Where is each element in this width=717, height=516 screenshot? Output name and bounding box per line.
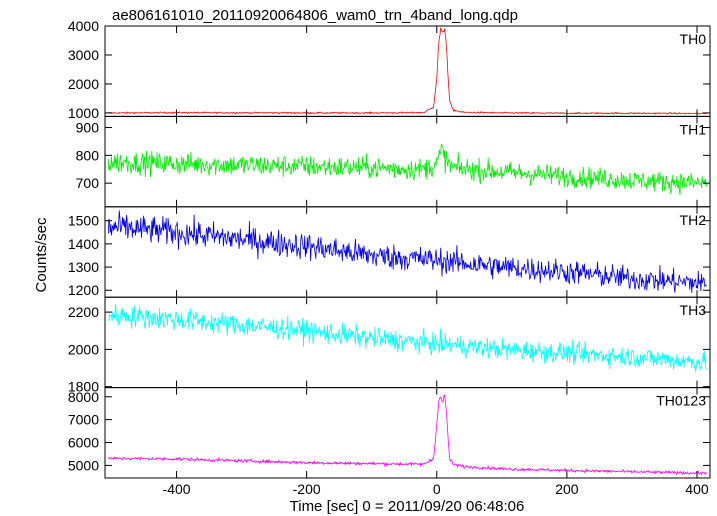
y-tick-label-th0123: 6000 (68, 435, 99, 451)
y-tick-label-th0123: 5000 (68, 457, 99, 473)
series-label-th0: TH0 (680, 31, 707, 47)
y-tick-label-th2: 1300 (68, 259, 99, 275)
y-tick-label-th3: 2200 (68, 304, 99, 320)
x-tick-label: -400 (163, 481, 191, 497)
x-tick-labels: -400 -200 0 200 400 (163, 481, 709, 497)
y-tick-label-th0: 4000 (68, 18, 99, 34)
series-line-th1 (107, 143, 708, 195)
series-label-th2: TH2 (680, 212, 707, 228)
y-tick-label-th0123: 7000 (68, 412, 99, 428)
series-label-th3: TH3 (680, 302, 707, 318)
chart-title: ae806161010_20110920064806_wam0_trn_4ban… (112, 7, 518, 24)
series-line-th0 (108, 27, 707, 115)
y-tick-label-th2: 1400 (68, 236, 99, 252)
panel-th2: 1200 1300 1400 1500 TH2 (68, 206, 711, 298)
series-line-th2 (107, 210, 707, 293)
y-tick-label-th2: 1500 (68, 213, 99, 229)
series-label-th0123: TH0123 (656, 393, 706, 409)
y-tick-label-th1: 700 (76, 175, 100, 191)
series-label-th1: TH1 (680, 121, 707, 137)
panel-frame-th0123 (104, 387, 711, 479)
y-axis-label: Counts/sec (33, 217, 50, 293)
panel-th1: 700 800 900 TH1 (76, 115, 711, 208)
panel-th0123: 5000 6000 7000 8000 TH0123 (68, 387, 711, 479)
y-tick-label-th2: 1200 (68, 282, 99, 298)
series-line-th3 (108, 304, 708, 372)
panel-th0: 1000 2000 3000 4000 TH0 (68, 18, 711, 121)
y-tick-label-th1: 900 (76, 120, 100, 136)
y-tick-label-th0123: 8000 (68, 389, 99, 405)
x-axis-label: Time [sec] 0 = 2011/09/20 06:48:06 (290, 498, 525, 515)
x-tick-label: 400 (685, 481, 709, 497)
panel-th3: 1800 2000 2200 TH3 (68, 296, 711, 395)
x-tick-label: 0 (433, 481, 441, 497)
series-line-th0123 (107, 394, 707, 476)
y-tick-label-th0: 2000 (68, 76, 99, 92)
y-tick-label-th0: 1000 (68, 105, 99, 121)
y-tick-label-th1: 800 (76, 147, 100, 163)
x-tick-label: -200 (293, 481, 321, 497)
y-tick-label-th3: 2000 (68, 341, 99, 357)
x-tick-label: 200 (555, 481, 579, 497)
panel-frame-th0 (104, 25, 711, 117)
y-tick-label-th3: 1800 (68, 379, 99, 395)
panel-frame-th3 (104, 296, 711, 389)
panel-frame-th2 (104, 206, 711, 298)
y-tick-label-th0: 3000 (68, 47, 99, 63)
